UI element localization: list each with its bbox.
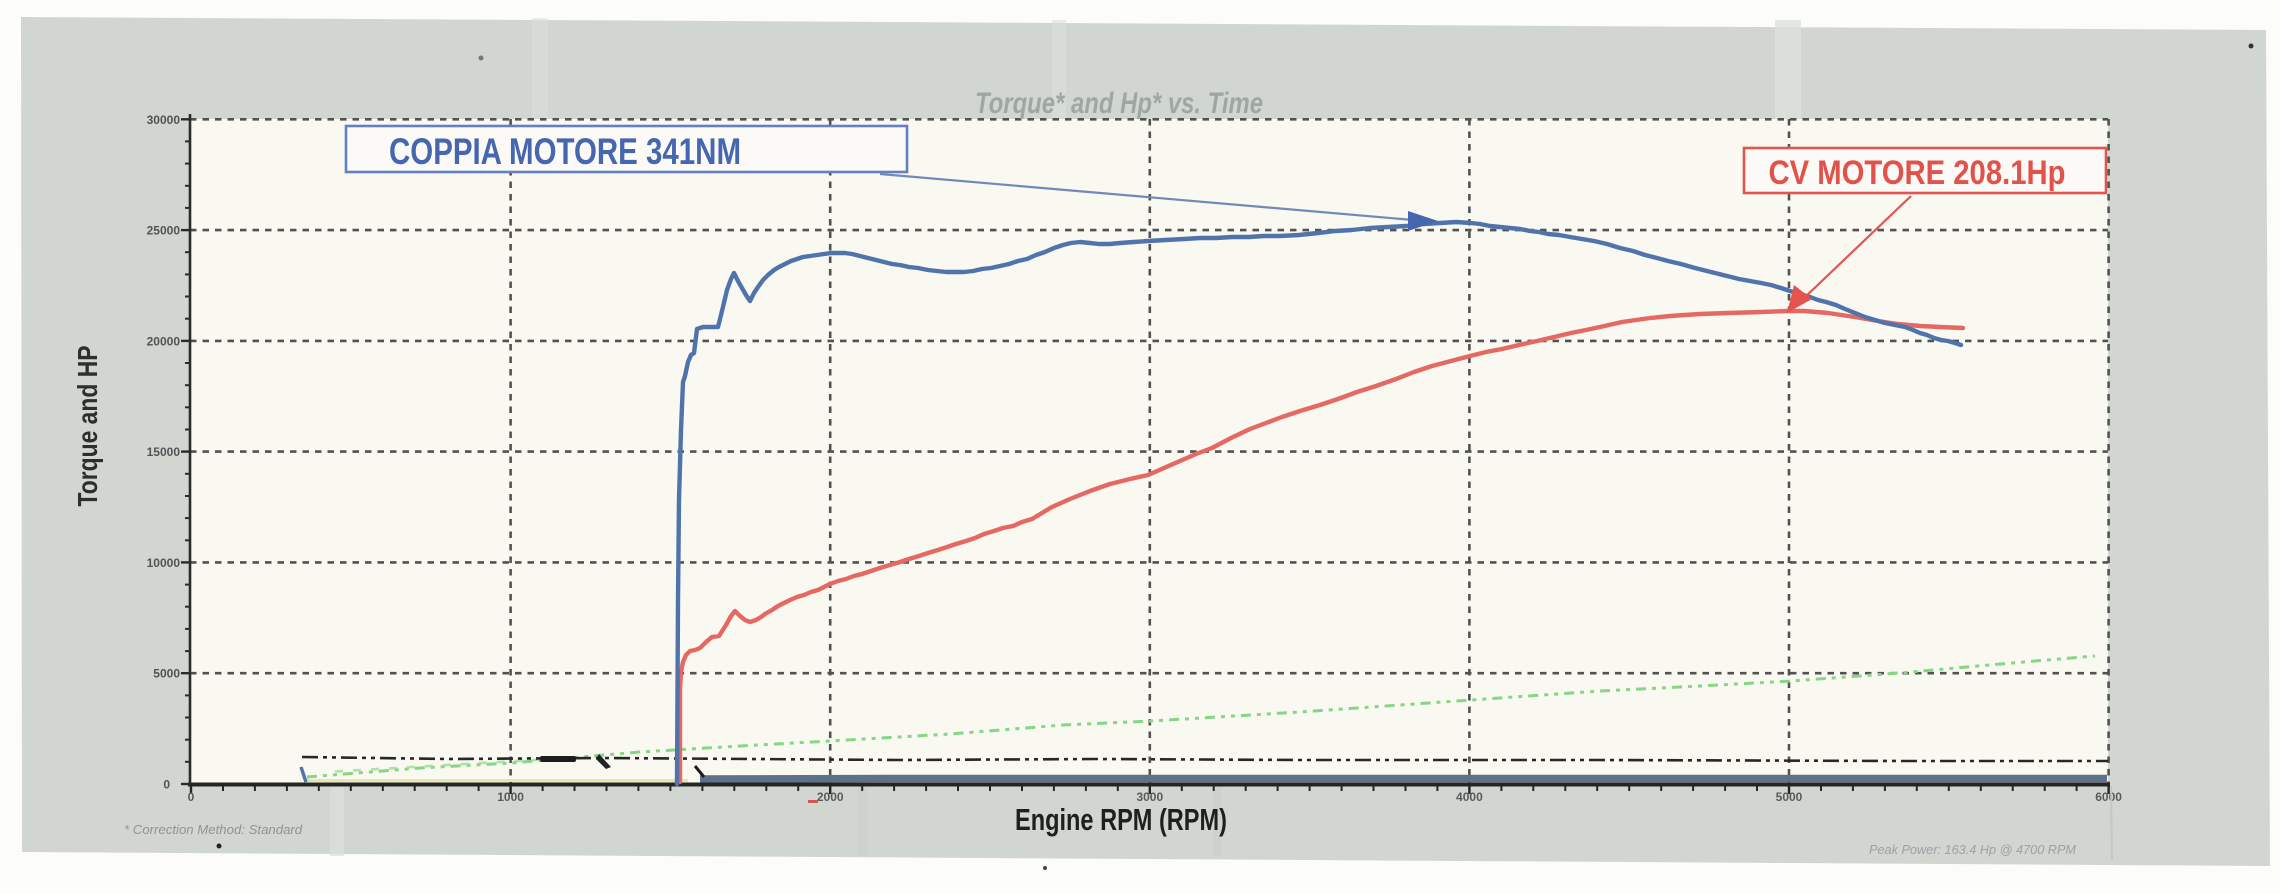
svg-text:1000: 1000 xyxy=(497,790,524,804)
svg-text:20000: 20000 xyxy=(147,334,181,348)
svg-text:COPPIA MOTORE 341NM: COPPIA MOTORE 341NM xyxy=(389,131,741,172)
svg-text:4000: 4000 xyxy=(1456,790,1483,804)
svg-text:0: 0 xyxy=(188,790,195,804)
svg-text:Peak Power: 163.4 Hp @ 4700 RP: Peak Power: 163.4 Hp @ 4700 RPM xyxy=(1869,842,2076,857)
svg-text:6000: 6000 xyxy=(2095,790,2122,804)
svg-text:10000: 10000 xyxy=(147,556,181,570)
svg-text:2000: 2000 xyxy=(817,790,844,804)
svg-text:CV MOTORE 208.1Hp: CV MOTORE 208.1Hp xyxy=(1769,154,2066,192)
svg-text:0: 0 xyxy=(163,778,170,792)
svg-text:5000: 5000 xyxy=(153,667,180,681)
svg-text:15000: 15000 xyxy=(147,445,181,459)
svg-text:5000: 5000 xyxy=(1776,790,1803,804)
svg-text:Engine RPM (RPM): Engine RPM (RPM) xyxy=(1015,802,1227,837)
svg-text:25000: 25000 xyxy=(147,224,181,238)
svg-text:3000: 3000 xyxy=(1136,790,1163,804)
svg-text:30000: 30000 xyxy=(147,113,181,127)
svg-text:Torque and HP: Torque and HP xyxy=(72,346,103,507)
svg-text:Torque* and Hp* vs. Time: Torque* and Hp* vs. Time xyxy=(975,87,1263,120)
svg-text:* Correction Method: Standard: * Correction Method: Standard xyxy=(124,822,303,837)
